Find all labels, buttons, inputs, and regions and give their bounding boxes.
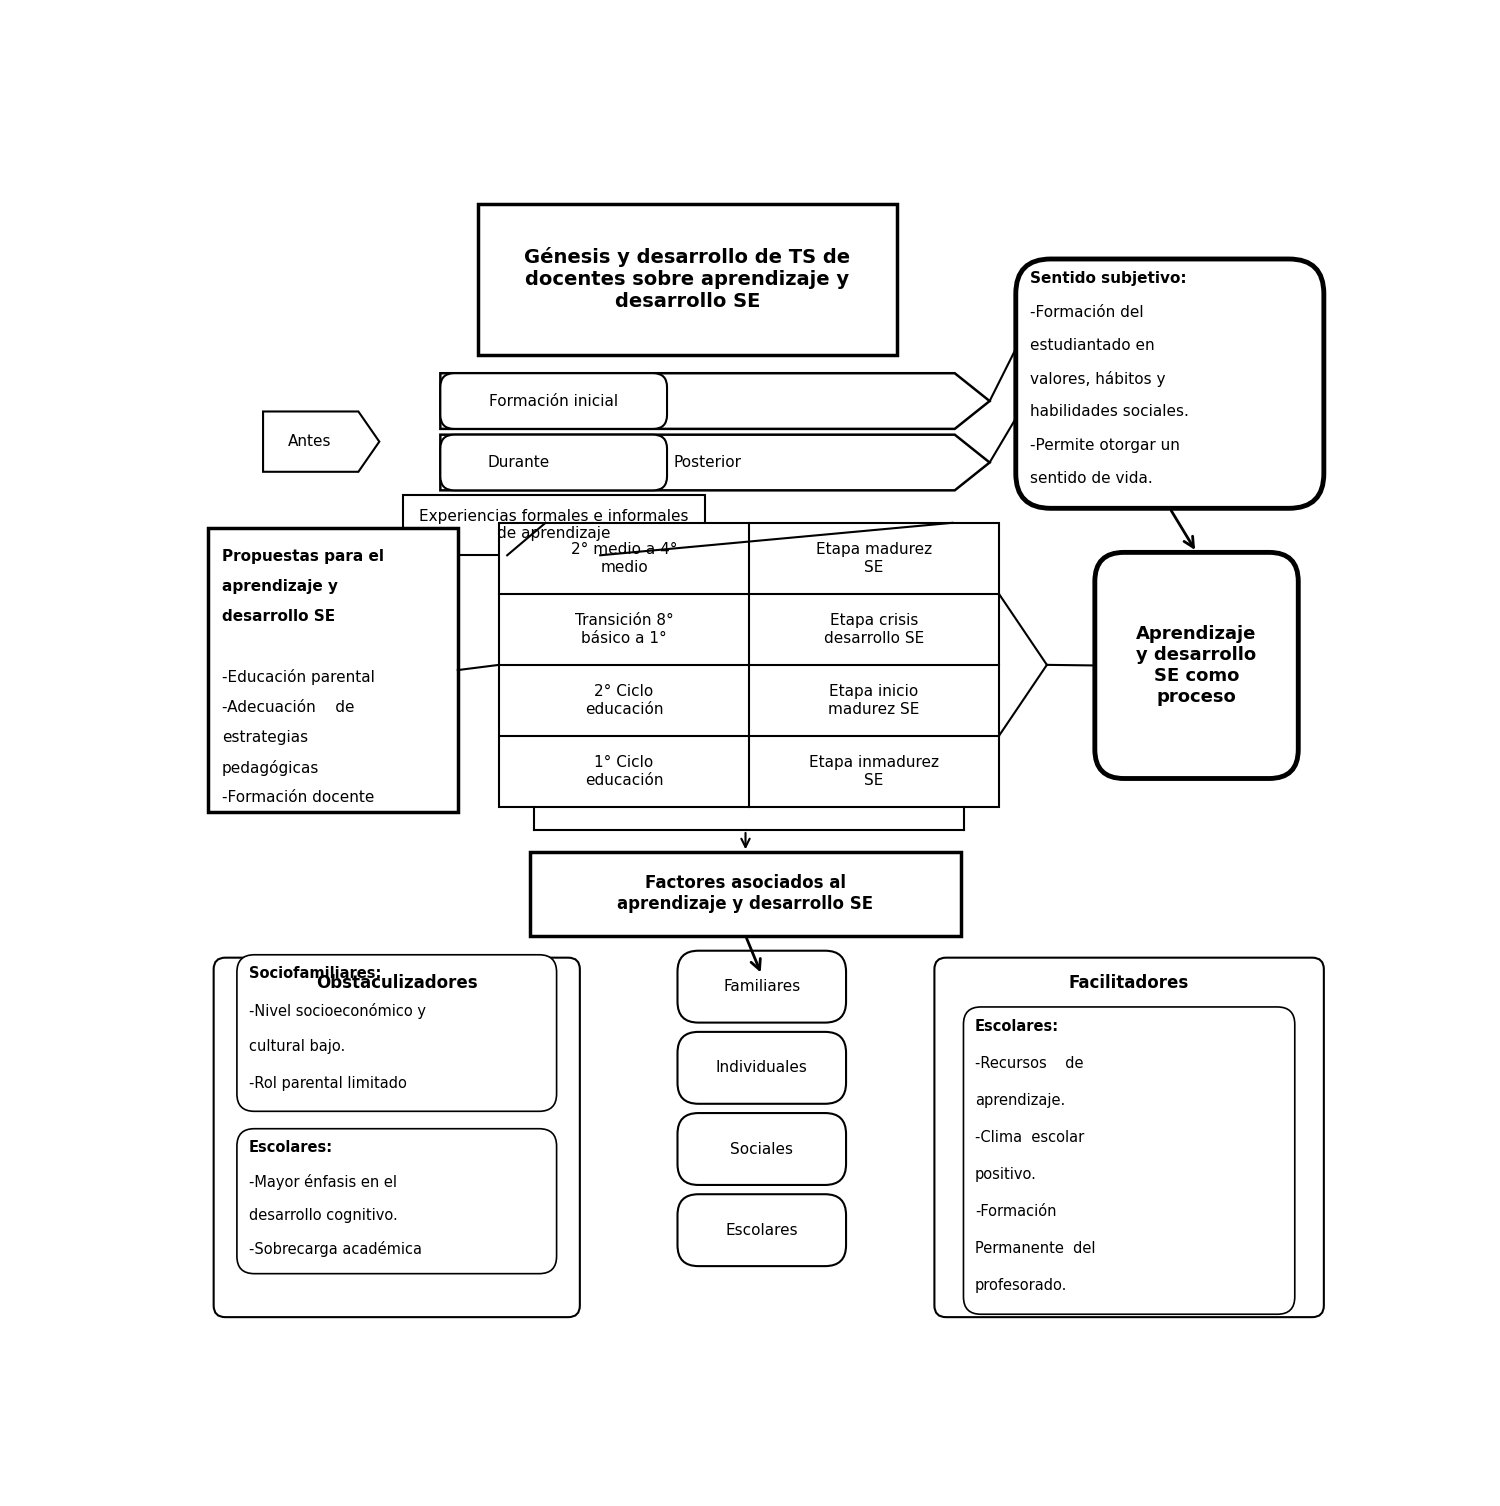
Text: Posterior: Posterior <box>674 455 741 470</box>
FancyBboxPatch shape <box>678 1113 846 1185</box>
Text: Aprendizaje
y desarrollo
SE como
proceso: Aprendizaje y desarrollo SE como proceso <box>1137 625 1257 706</box>
FancyBboxPatch shape <box>1095 553 1299 779</box>
FancyBboxPatch shape <box>237 955 556 1111</box>
FancyBboxPatch shape <box>1016 259 1324 509</box>
Text: -Recursos    de: -Recursos de <box>975 1056 1083 1071</box>
Polygon shape <box>441 373 990 429</box>
Text: Génesis y desarrollo de TS de
docentes sobre aprendizaje y
desarrollo SE: Génesis y desarrollo de TS de docentes s… <box>525 247 850 312</box>
Text: -Rol parental limitado: -Rol parental limitado <box>249 1075 406 1090</box>
Text: Facilitadores: Facilitadores <box>1070 974 1190 992</box>
Text: 1° Ciclo
educación: 1° Ciclo educación <box>585 755 663 788</box>
Text: Experiencias formales e informales
de aprendizaje: Experiencias formales e informales de ap… <box>419 509 688 541</box>
FancyBboxPatch shape <box>678 950 846 1023</box>
Text: aprendizaje y: aprendizaje y <box>222 578 338 593</box>
Text: Sentido subjetivo:: Sentido subjetivo: <box>1029 271 1186 286</box>
FancyBboxPatch shape <box>934 958 1324 1318</box>
Text: Antes: Antes <box>288 434 332 449</box>
Text: aprendizaje.: aprendizaje. <box>975 1092 1065 1107</box>
Text: Transición 8°
básico a 1°: Transición 8° básico a 1° <box>574 613 674 646</box>
Polygon shape <box>441 435 990 491</box>
Text: cultural bajo.: cultural bajo. <box>249 1039 345 1054</box>
Text: -Sobrecarga académica: -Sobrecarga académica <box>249 1241 422 1258</box>
Text: -Formación: -Formación <box>975 1203 1056 1218</box>
Text: -Clima  escolar: -Clima escolar <box>975 1130 1084 1145</box>
Text: Etapa inmadurez
SE: Etapa inmadurez SE <box>808 755 939 788</box>
Text: positivo.: positivo. <box>975 1167 1036 1182</box>
FancyBboxPatch shape <box>500 523 999 807</box>
Text: valores, hábitos y: valores, hábitos y <box>1029 370 1166 387</box>
FancyBboxPatch shape <box>678 1194 846 1267</box>
FancyBboxPatch shape <box>441 373 668 429</box>
Text: profesorado.: profesorado. <box>975 1277 1068 1292</box>
Text: Etapa inicio
madurez SE: Etapa inicio madurez SE <box>828 684 920 717</box>
Text: Formación inicial: Formación inicial <box>489 393 618 408</box>
Text: 2° medio a 4°
medio: 2° medio a 4° medio <box>572 542 678 574</box>
Text: desarrollo cognitivo.: desarrollo cognitivo. <box>249 1208 398 1223</box>
Text: -Formación del: -Formación del <box>1029 304 1143 319</box>
Text: pedagógicas: pedagógicas <box>222 761 320 776</box>
Text: -Adecuación    de: -Adecuación de <box>222 700 354 715</box>
Text: sentido de vida.: sentido de vida. <box>1029 471 1152 486</box>
Text: -Mayor énfasis en el: -Mayor énfasis en el <box>249 1175 396 1190</box>
Text: habilidades sociales.: habilidades sociales. <box>1029 405 1188 419</box>
Text: 2° Ciclo
educación: 2° Ciclo educación <box>585 684 663 717</box>
Text: Escolares:: Escolares: <box>975 1018 1059 1033</box>
Text: Escolares: Escolares <box>726 1223 798 1238</box>
FancyBboxPatch shape <box>213 958 580 1318</box>
Text: Individuales: Individuales <box>716 1060 807 1075</box>
Text: Obstaculizadores: Obstaculizadores <box>316 974 477 992</box>
FancyBboxPatch shape <box>441 435 668 491</box>
Text: Sociales: Sociales <box>730 1142 794 1157</box>
FancyBboxPatch shape <box>402 495 705 556</box>
Polygon shape <box>262 411 380 471</box>
Text: Durante: Durante <box>488 455 550 470</box>
Text: Sociofamiliares:: Sociofamiliares: <box>249 967 381 982</box>
Text: Propuestas para el: Propuestas para el <box>222 548 384 563</box>
FancyBboxPatch shape <box>678 1032 846 1104</box>
Text: Etapa madurez
SE: Etapa madurez SE <box>816 542 932 574</box>
Text: Etapa crisis
desarrollo SE: Etapa crisis desarrollo SE <box>824 613 924 646</box>
Text: estudiantado en: estudiantado en <box>1029 337 1155 352</box>
Text: -Nivel socioeconómico y: -Nivel socioeconómico y <box>249 1003 426 1018</box>
FancyBboxPatch shape <box>478 203 897 355</box>
Text: Escolares:: Escolares: <box>249 1140 333 1155</box>
Text: -Formación docente: -Formación docente <box>222 791 374 806</box>
FancyBboxPatch shape <box>531 852 960 935</box>
Text: estrategias: estrategias <box>222 730 308 745</box>
FancyBboxPatch shape <box>237 1128 556 1274</box>
Text: -Educación parental: -Educación parental <box>222 670 375 685</box>
Text: Familiares: Familiares <box>723 979 801 994</box>
FancyBboxPatch shape <box>963 1008 1294 1315</box>
Text: -Permite otorgar un: -Permite otorgar un <box>1029 438 1179 453</box>
Text: Permanente  del: Permanente del <box>975 1241 1095 1256</box>
Text: desarrollo SE: desarrollo SE <box>222 610 334 623</box>
FancyBboxPatch shape <box>209 529 458 812</box>
Text: Factores asociados al
aprendizaje y desarrollo SE: Factores asociados al aprendizaje y desa… <box>618 875 873 913</box>
